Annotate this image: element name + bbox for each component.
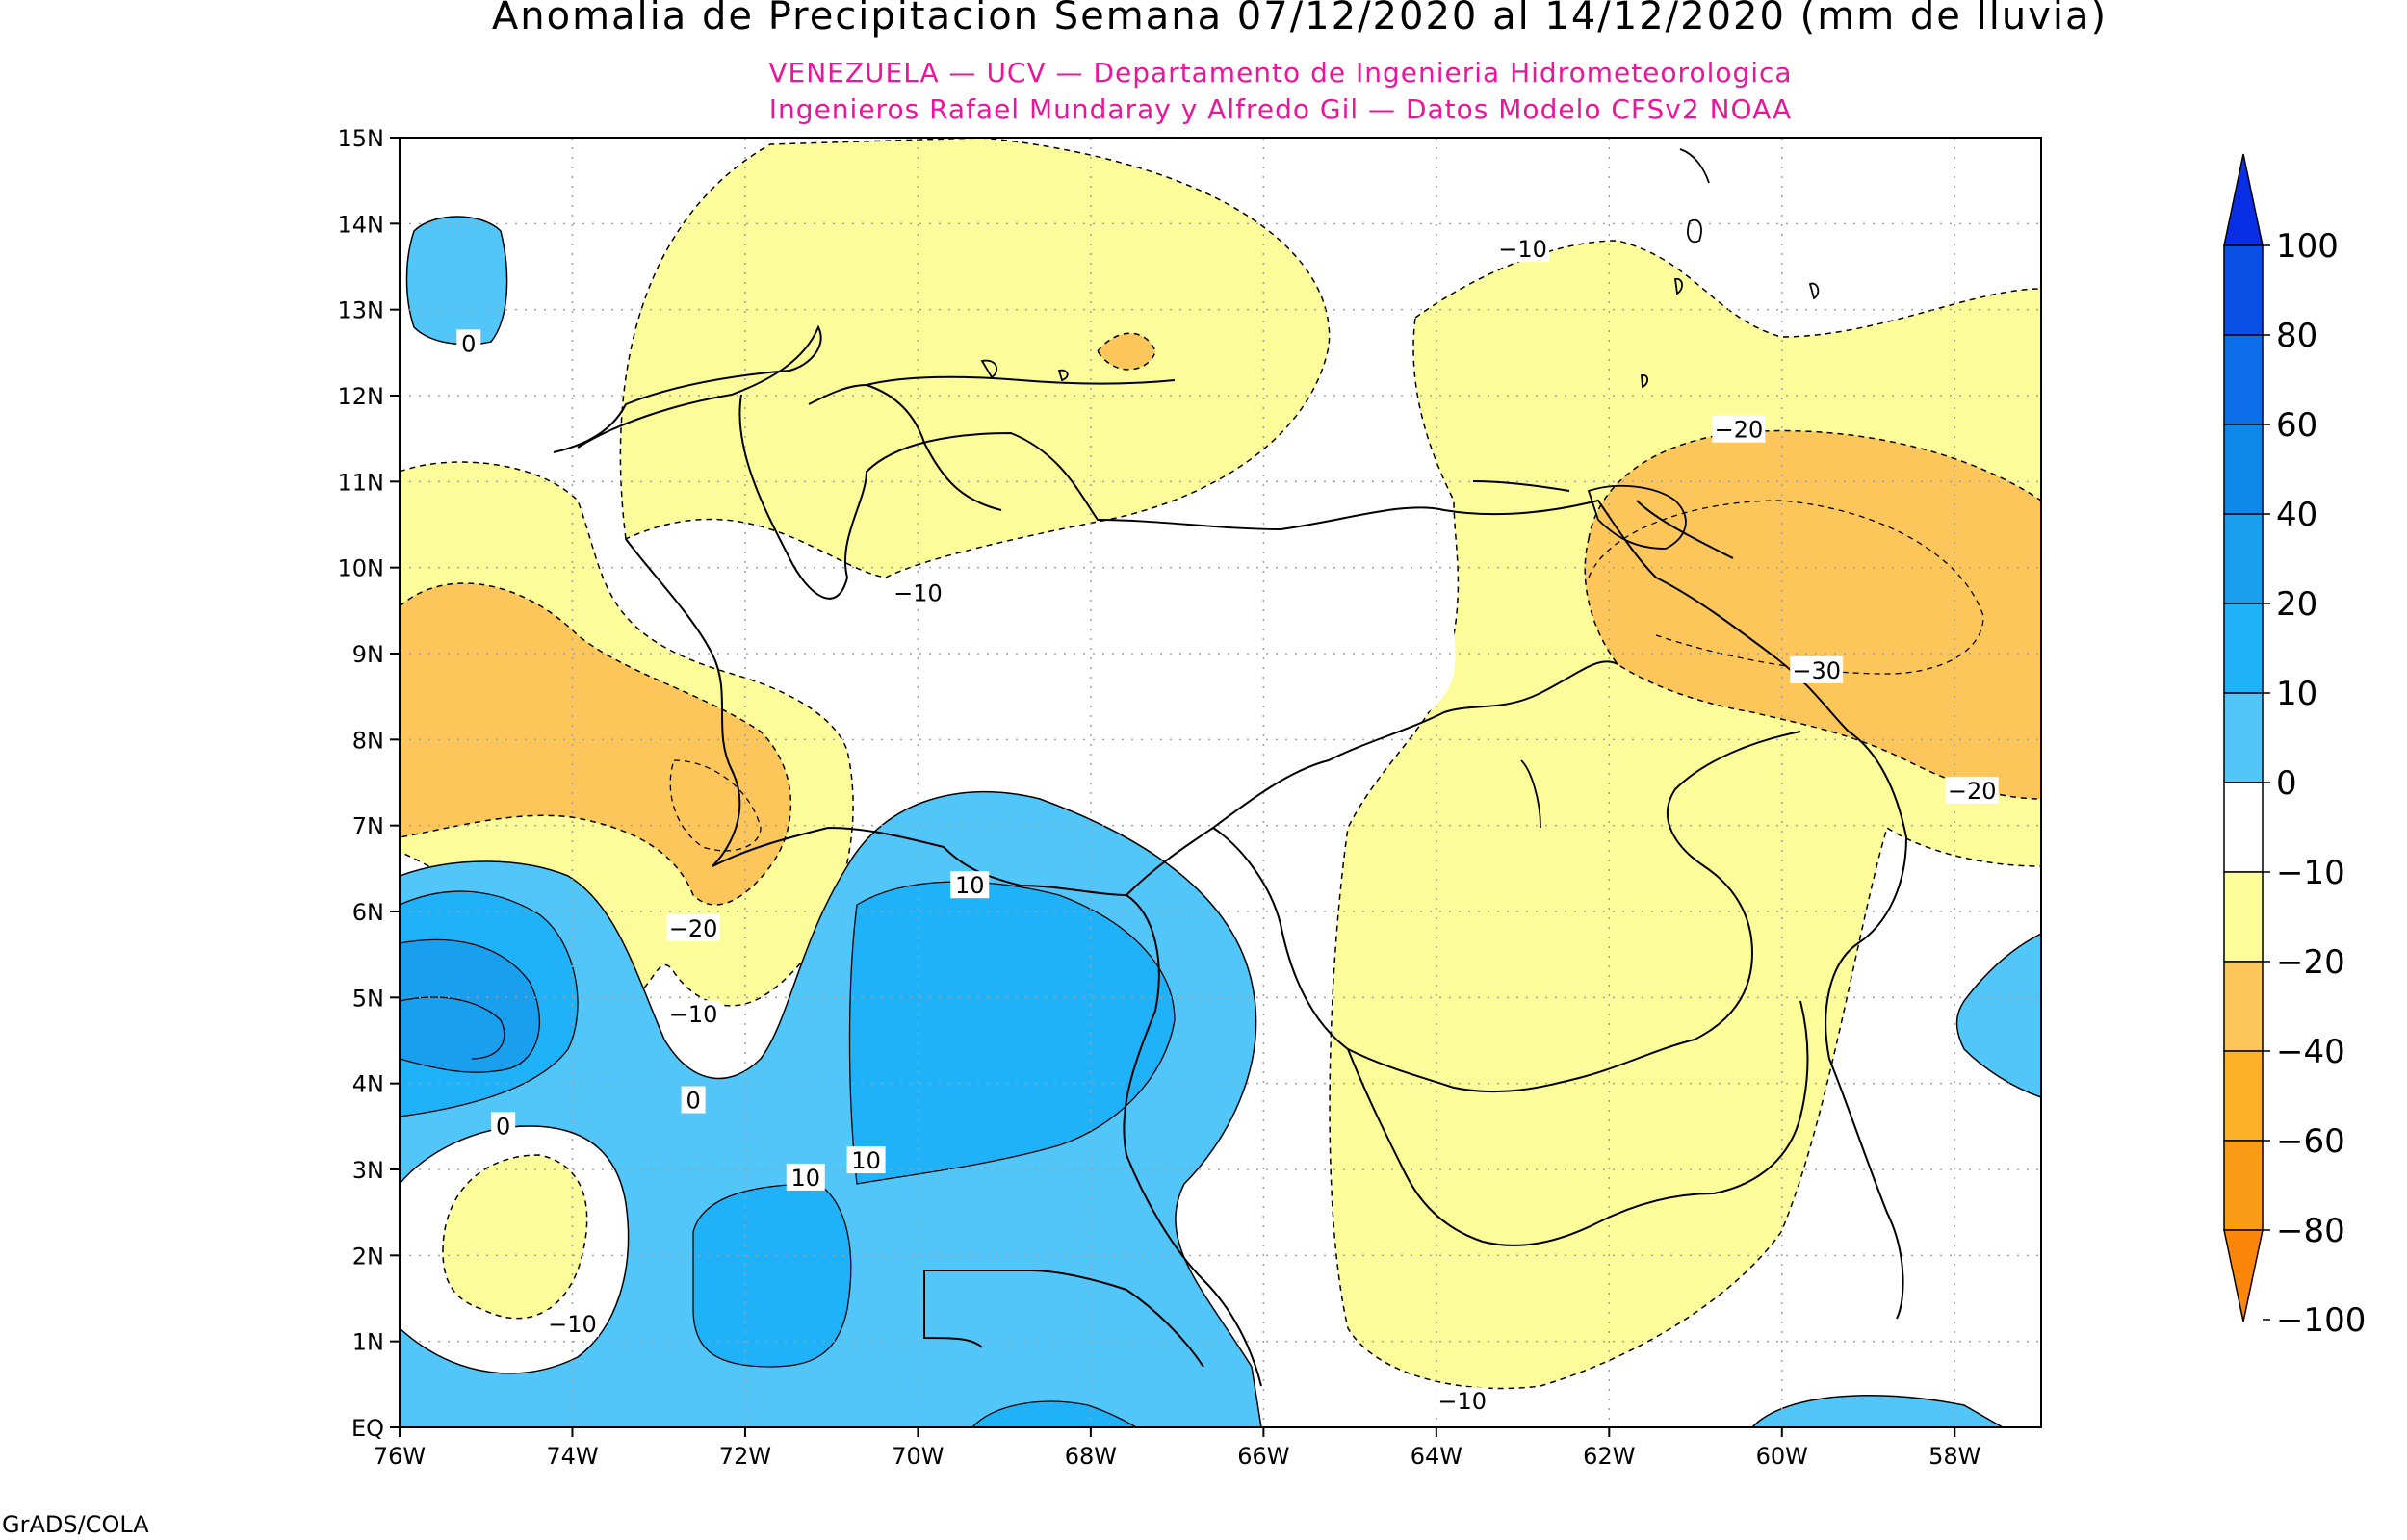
colorbar-swatch xyxy=(2223,961,2264,1052)
map-subtitle-2: Ingenieros Rafael Mundaray y Alfredo Gil… xyxy=(769,93,1792,125)
tick-label-lon: 58W xyxy=(1928,1443,1980,1470)
colorbar-label: −80 xyxy=(2276,1212,2345,1250)
contour-label-bg xyxy=(786,1163,825,1191)
colorbar-swatch xyxy=(2223,692,2264,783)
tick-label-lat: 4N xyxy=(352,1071,384,1098)
colorbar-label: −20 xyxy=(2276,943,2345,982)
tick-label-lon: 66W xyxy=(1237,1443,1289,1470)
tick-label-lat: 3N xyxy=(352,1157,384,1184)
contour-label: −10 xyxy=(893,579,943,606)
footer-credit: GrADS/COLA xyxy=(2,1511,149,1538)
colorbar-swatch xyxy=(2223,782,2264,873)
map-axis-ticks xyxy=(390,137,1956,1437)
colorbar-swatch xyxy=(2223,603,2264,694)
tick-label-lat: 8N xyxy=(352,727,384,754)
islands xyxy=(980,148,1820,829)
contour-label-bg xyxy=(1496,235,1550,263)
colorbar-top-triangle xyxy=(2223,153,2264,246)
map-frame xyxy=(399,137,2042,1428)
tick-label-lon: 60W xyxy=(1756,1443,1808,1470)
tick-label-lat: 13N xyxy=(338,297,385,324)
colorbar-label: 20 xyxy=(2276,585,2317,624)
tick-label-lon: 70W xyxy=(892,1443,944,1470)
colorbar-swatch xyxy=(2223,424,2264,515)
contour-label-bg xyxy=(1436,1387,1489,1415)
tick-label-lon: 64W xyxy=(1411,1443,1462,1470)
tick-label-lat: 7N xyxy=(352,813,384,840)
map-axis-labels: 76W 74W 72W 70W 68W 66W 64W 62W 60W 58W EQ 1N 2N 3N 4N… xyxy=(338,125,1981,1470)
colorbar-bottom-triangle xyxy=(2223,1229,2264,1322)
contour-label: −20 xyxy=(669,915,718,942)
tick-label-lat: 12N xyxy=(338,383,385,410)
contour-label-bg xyxy=(491,1112,516,1140)
contour-label-bg xyxy=(681,1086,706,1114)
tick-label-lat: 1N xyxy=(352,1329,384,1356)
tick-label-lon: 68W xyxy=(1065,1443,1117,1470)
contour-label: 10 xyxy=(790,1165,820,1192)
tick-label-lon: 72W xyxy=(719,1443,771,1470)
tick-label-lat: 11N xyxy=(338,469,385,496)
contour-label-bg xyxy=(846,1146,886,1174)
colorbar-swatch xyxy=(2223,244,2264,336)
tick-label-lat: 5N xyxy=(352,985,384,1012)
colorbar-label: 40 xyxy=(2276,496,2317,534)
contour-label: −10 xyxy=(669,1001,718,1028)
map-title: Anomalia de Precipitacion Semana 07/12/2… xyxy=(492,0,2108,38)
contour-label-bg xyxy=(950,871,990,899)
contour-label-bg xyxy=(456,329,481,357)
colorbar-label: 0 xyxy=(2276,764,2297,803)
colorbar-label: −10 xyxy=(2276,854,2345,892)
tick-label-lon: 74W xyxy=(546,1443,598,1470)
tick-label-lat: 2N xyxy=(352,1243,384,1270)
contour-label-bg xyxy=(666,913,720,941)
anomaly-fill-minus20 xyxy=(400,332,2041,906)
contour-label: −10 xyxy=(1437,1388,1487,1415)
colorbar-swatch xyxy=(2223,513,2264,604)
colorbar-swatch xyxy=(2223,1140,2264,1231)
contour-label: 10 xyxy=(955,872,985,899)
colorbar-swatch xyxy=(2223,1050,2264,1142)
coastlines-and-borders xyxy=(553,324,1908,1387)
colorbar-label: −60 xyxy=(2276,1122,2345,1161)
tick-label-lat: 10N xyxy=(338,555,385,582)
colorbar-label: 80 xyxy=(2276,317,2317,355)
tick-label-lat: 6N xyxy=(352,899,384,926)
contour-label: 0 xyxy=(686,1088,700,1115)
colorbar-label: −40 xyxy=(2276,1033,2345,1071)
tick-label-lat: 9N xyxy=(352,641,384,668)
map-subtitle-1: VENEZUELA — UCV — Departamento de Ingeni… xyxy=(768,57,1792,89)
contour-label-bg xyxy=(1712,415,1766,443)
contour-label: −20 xyxy=(1715,417,1764,444)
contour-label: −10 xyxy=(1498,236,1547,263)
contour-label: 0 xyxy=(461,330,476,357)
contour-label-bg xyxy=(545,1309,599,1337)
colorbar-label: −100 xyxy=(2276,1301,2366,1340)
contour-label-bg xyxy=(1945,776,1999,804)
contour-label: −20 xyxy=(1948,778,1997,805)
tick-label-lat: 15N xyxy=(338,125,385,152)
map-plot-area: 0 −10 −20 −10 −30 −20 10 −20 −10 0 0 10 10 −10 −10 xyxy=(400,138,2041,1427)
colorbar-label: 100 xyxy=(2276,227,2339,266)
contour-label: 0 xyxy=(496,1113,510,1140)
colorbar-label: 10 xyxy=(2276,675,2317,713)
contour-label-bg xyxy=(1790,655,1844,683)
tick-label-lat: EQ xyxy=(351,1415,384,1442)
colorbar-label: 60 xyxy=(2276,406,2317,445)
tick-label-lon: 62W xyxy=(1583,1443,1635,1470)
contour-label-bg xyxy=(891,578,945,606)
colorbar-swatch xyxy=(2223,871,2264,962)
contour-labels: 0 −10 −20 −10 −30 −20 10 −20 −10 0 0 10 10 −10 −10 xyxy=(456,235,1999,1415)
tick-label-lat: 14N xyxy=(338,211,385,238)
contour-label: 10 xyxy=(851,1147,881,1174)
contour-label: −10 xyxy=(548,1311,597,1338)
colorbar-swatch xyxy=(2223,334,2264,425)
contour-label-bg xyxy=(666,1000,720,1028)
contour-label: −30 xyxy=(1792,657,1841,684)
tick-label-lon: 76W xyxy=(374,1443,426,1470)
